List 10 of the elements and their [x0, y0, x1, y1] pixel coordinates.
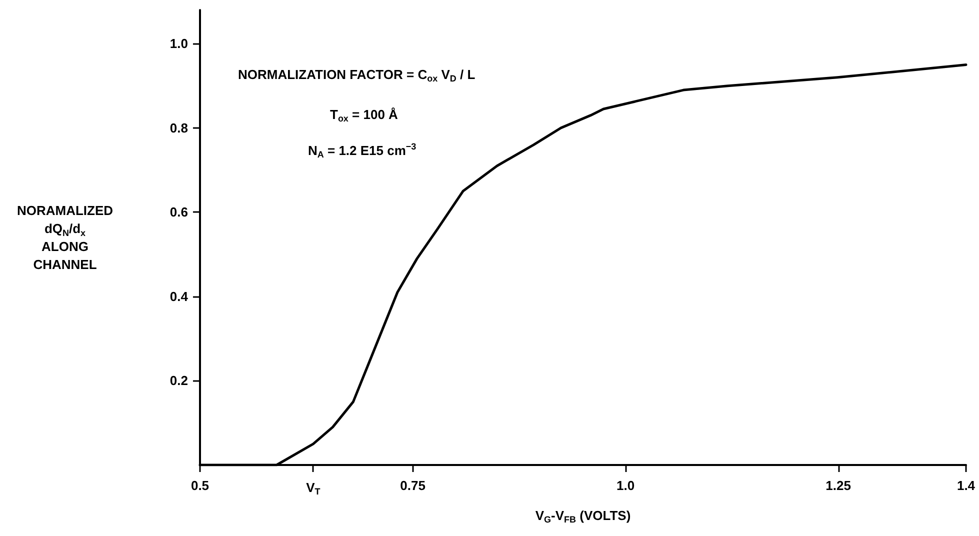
x-tick-label: 1.0: [616, 478, 635, 493]
y-tick-label: 0.2: [170, 373, 188, 388]
y-tick-label: 0.8: [170, 120, 188, 136]
x-tick-label: 1.25: [826, 478, 851, 493]
x-tick-label: 1.4: [956, 478, 976, 493]
y-tick-label: 1.0: [170, 36, 188, 52]
x-tick-label: 0.5: [190, 478, 210, 493]
x-tick-label: 0.75: [400, 478, 426, 493]
y-tick-label: 0.6: [170, 204, 188, 220]
y-tick-label: 0.4: [170, 288, 189, 304]
